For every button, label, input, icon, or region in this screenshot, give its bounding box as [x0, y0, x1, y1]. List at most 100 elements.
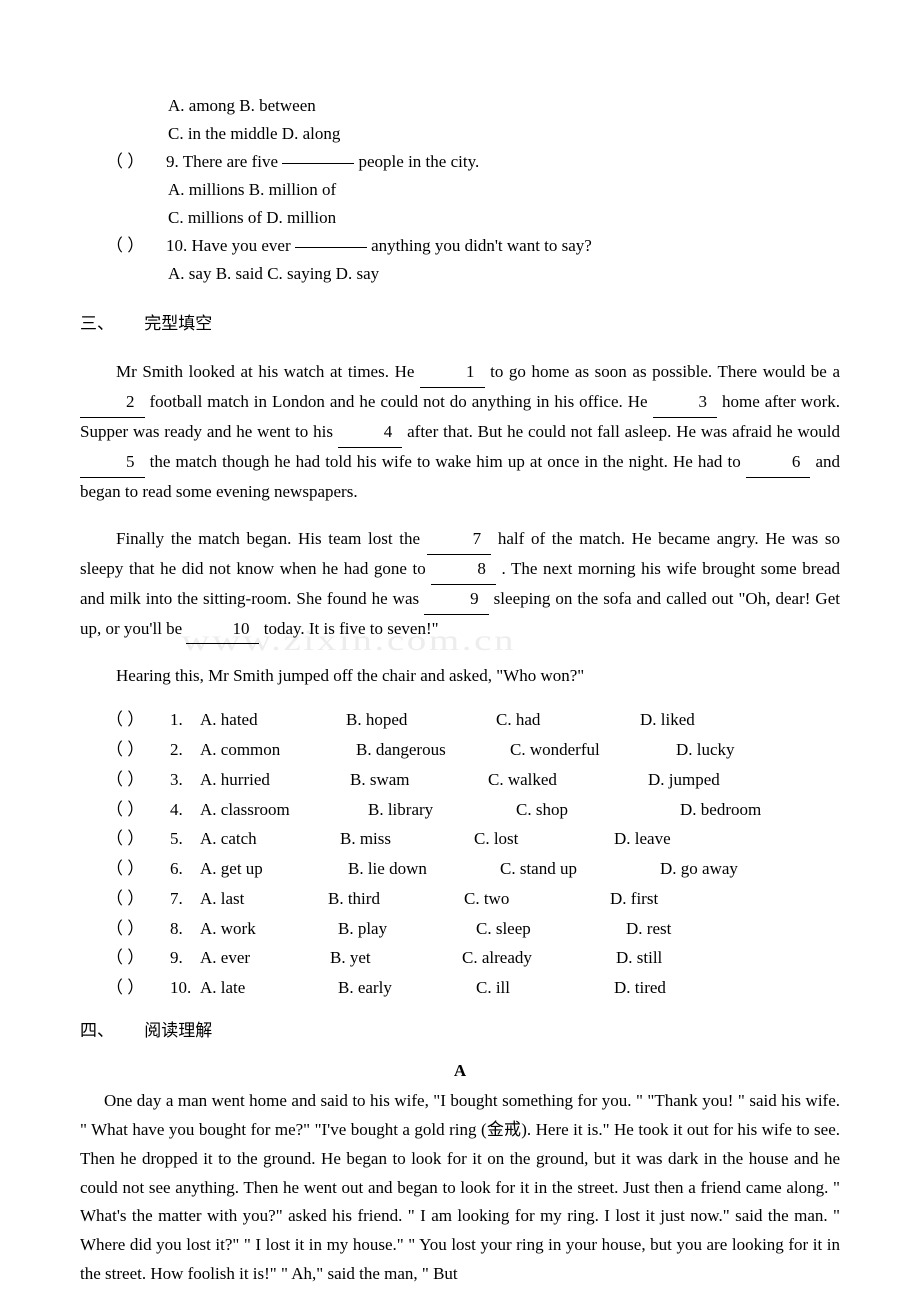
cloze-b6: 6: [746, 448, 811, 478]
cloze-q1-paren: （ ）: [106, 705, 170, 735]
q9-paren: （ ）: [106, 148, 166, 176]
cloze-q8-optC: C. sleep: [476, 914, 626, 944]
cloze-para3: Hearing this, Mr Smith jumped off the ch…: [80, 662, 840, 691]
cloze-q9-optD: D. still: [616, 943, 662, 973]
reading-label: A: [80, 1057, 840, 1085]
q10-paren: （ ）: [106, 232, 166, 260]
cloze-q5-optD: D. leave: [614, 824, 671, 854]
cloze-p1c: football match in London and he could no…: [145, 392, 653, 411]
q9-opts-row1: A. millions B. million of: [80, 176, 840, 204]
section3-title: 完型填空: [144, 314, 212, 333]
cloze-q9-optC: C. already: [462, 943, 616, 973]
q8-optD: D. along: [282, 124, 341, 143]
q10-optB: B. said: [216, 264, 263, 283]
cloze-q2: （ ）2. A. commonB. dangerousC. wonderfulD…: [80, 735, 840, 765]
cloze-q10-paren: （ ）: [106, 973, 170, 1003]
q10-stem: （ ）10. Have you ever anything you didn't…: [80, 232, 840, 260]
cloze-q10-optB: B. early: [338, 973, 476, 1003]
section4-num: 四、: [80, 1017, 140, 1045]
cloze-q4-optC: C. shop: [516, 795, 680, 825]
cloze-q10-num: 10.: [170, 973, 200, 1003]
reading-body: One day a man went home and said to his …: [80, 1087, 840, 1289]
cloze-q10-optC: C. ill: [476, 973, 614, 1003]
cloze-q9-paren: （ ）: [106, 943, 170, 973]
cloze-p2e: today. It is five to seven!": [259, 619, 438, 638]
cloze-q2-optB: B. dangerous: [356, 735, 510, 765]
q10-optA: A. say: [168, 264, 211, 283]
cloze-q2-optD: D. lucky: [676, 735, 735, 765]
cloze-q8: （ ）8. A. workB. playC. sleepD. rest: [80, 914, 840, 944]
cloze-q8-optA: A. work: [200, 914, 338, 944]
cloze-q7-optC: C. two: [464, 884, 610, 914]
cloze-q8-optB: B. play: [338, 914, 476, 944]
cloze-q1-optD: D. liked: [640, 705, 695, 735]
cloze-para2: Finally the match began. His team lost t…: [80, 525, 840, 645]
cloze-q6-optC: C. stand up: [500, 854, 660, 884]
cloze-b7: 7: [427, 525, 492, 555]
cloze-q5-optC: C. lost: [474, 824, 614, 854]
cloze-b9: 9: [424, 585, 489, 615]
section3-header: 三、 完型填空: [80, 310, 840, 338]
cloze-q10-optA: A. late: [200, 973, 338, 1003]
cloze-q3-optB: B. swam: [350, 765, 488, 795]
cloze-q4-optB: B. library: [368, 795, 516, 825]
cloze-q6: （ ）6. A. get upB. lie downC. stand upD. …: [80, 854, 840, 884]
cloze-q6-optA: A. get up: [200, 854, 348, 884]
q9-stem: （ ）9. There are five people in the city.: [80, 148, 840, 176]
cloze-q3-optD: D. jumped: [648, 765, 720, 795]
cloze-b3: 3: [653, 388, 718, 418]
q8-optA: A. among: [168, 96, 235, 115]
q10-post: anything you didn't want to say?: [367, 236, 592, 255]
cloze-q5-optB: B. miss: [340, 824, 474, 854]
q10-opts: A. say B. said C. saying D. say: [80, 260, 840, 288]
cloze-q5-paren: （ ）: [106, 824, 170, 854]
section3-num: 三、: [80, 310, 140, 338]
cloze-q9: （ ）9. A. everB. yetC. alreadyD. still: [80, 943, 840, 973]
cloze-q7-optB: B. third: [328, 884, 464, 914]
q8-optB: B. between: [239, 96, 315, 115]
cloze-q3: （ ）3. A. hurriedB. swamC. walkedD. jumpe…: [80, 765, 840, 795]
cloze-q1-optC: C. had: [496, 705, 640, 735]
q8-opts-row2: C. in the middle D. along: [80, 120, 840, 148]
cloze-p1b: to go home as soon as possible. There wo…: [485, 362, 841, 381]
cloze-q2-optC: C. wonderful: [510, 735, 676, 765]
q9-opts-row2: C. millions of D. million: [80, 204, 840, 232]
cloze-q5: （ ）5. A. catchB. missC. lostD. leave: [80, 824, 840, 854]
cloze-q1-optA: A. hated: [200, 705, 346, 735]
section4-title: 阅读理解: [144, 1021, 212, 1040]
cloze-q8-paren: （ ）: [106, 914, 170, 944]
cloze-q7-optD: D. first: [610, 884, 658, 914]
cloze-q4-paren: （ ）: [106, 795, 170, 825]
q9-optA: A. millions: [168, 180, 245, 199]
cloze-q1: （ ）1. A. hatedB. hopedC. hadD. liked: [80, 705, 840, 735]
cloze-q8-num: 8.: [170, 914, 200, 944]
cloze-b4: 4: [338, 418, 403, 448]
q9-blank: [282, 163, 354, 164]
cloze-p1f: the match though he had told his wife to…: [145, 452, 746, 471]
cloze-q7-num: 7.: [170, 884, 200, 914]
cloze-q7: （ ）7. A. lastB. thirdC. twoD. first: [80, 884, 840, 914]
cloze-p1e: after that. But he could not fall asleep…: [402, 422, 840, 441]
cloze-q5-num: 5.: [170, 824, 200, 854]
cloze-q9-optA: A. ever: [200, 943, 330, 973]
cloze-q3-num: 3.: [170, 765, 200, 795]
cloze-q4-optD: D. bedroom: [680, 795, 761, 825]
cloze-q6-num: 6.: [170, 854, 200, 884]
cloze-p2a: Finally the match began. His team lost t…: [116, 529, 427, 548]
cloze-para1: Mr Smith looked at his watch at times. H…: [80, 358, 840, 506]
cloze-q4-num: 4.: [170, 795, 200, 825]
cloze-q2-paren: （ ）: [106, 735, 170, 765]
q9-optD: D. million: [266, 208, 336, 227]
cloze-q9-optB: B. yet: [330, 943, 462, 973]
q9-optB: B. million of: [249, 180, 336, 199]
cloze-q9-num: 9.: [170, 943, 200, 973]
q9-optC: C. millions of: [168, 208, 262, 227]
cloze-b2: 2: [80, 388, 145, 418]
q8-opts-row1: A. among B. between: [80, 92, 840, 120]
cloze-q6-paren: （ ）: [106, 854, 170, 884]
q9-post: people in the city.: [354, 152, 479, 171]
cloze-q2-optA: A. common: [200, 735, 356, 765]
cloze-q6-optD: D. go away: [660, 854, 738, 884]
cloze-q3-optA: A. hurried: [200, 765, 350, 795]
cloze-q5-optA: A. catch: [200, 824, 340, 854]
